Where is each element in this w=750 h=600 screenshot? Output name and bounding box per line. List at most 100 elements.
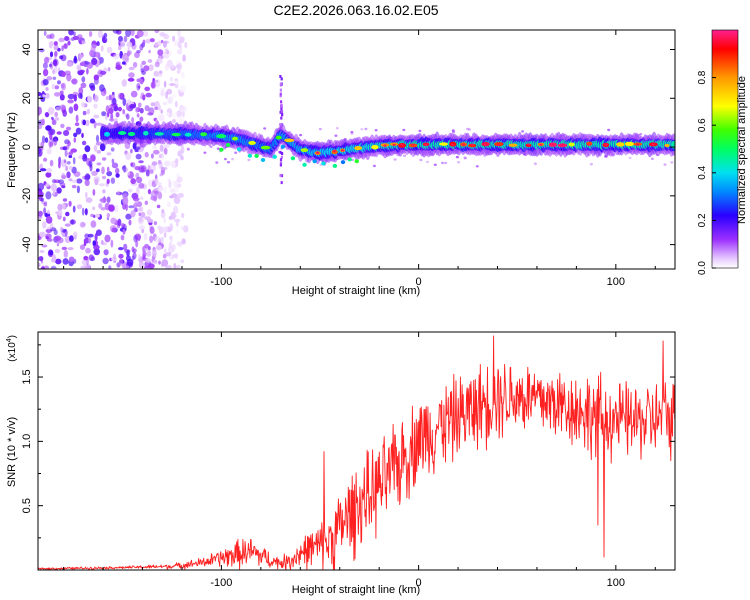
noise-dot: [99, 70, 107, 75]
noise-dot: [46, 226, 53, 230]
ridge-peak-blob: [392, 143, 396, 146]
noise-dot: [146, 218, 154, 223]
noise-dot: [65, 126, 72, 131]
noise-dot: [52, 188, 56, 196]
snr-ytick-label: 1.5: [21, 369, 33, 384]
noise-dot: [126, 113, 130, 120]
noise-dot: [57, 210, 63, 216]
snr-series-line: [38, 335, 675, 570]
noise-dot: [234, 151, 238, 154]
noise-dot: [41, 118, 45, 126]
ridge-peak-blob: [316, 151, 320, 154]
noise-dot: [163, 147, 168, 155]
ridge-blob: [275, 135, 282, 140]
noise-dot: [40, 197, 44, 202]
noise-dot: [73, 31, 76, 37]
noise-dot: [136, 113, 140, 118]
noise-dot: [178, 192, 185, 198]
noise-dot: [153, 259, 158, 264]
ridge-blob: [508, 143, 518, 147]
ridge-peak-blob: [526, 143, 531, 146]
noise-dot: [173, 262, 177, 269]
noise-dot: [130, 178, 136, 185]
noise-dot: [145, 169, 150, 177]
noise-dot: [71, 179, 77, 184]
noise-dot: [106, 178, 110, 184]
noise-dot: [147, 112, 154, 116]
noise-dot: [173, 180, 178, 187]
noise-dot: [181, 106, 187, 112]
ridge-blob: [232, 136, 238, 141]
noise-dot: [150, 153, 154, 159]
noise-dot: [467, 128, 471, 131]
noise-dot: [95, 134, 100, 143]
noise-dot: [126, 258, 134, 266]
noise-dot: [60, 226, 63, 232]
noise-dot: [122, 196, 129, 205]
noise-dot: [101, 111, 107, 117]
noise-dot: [125, 30, 132, 38]
noise-dot: [175, 158, 179, 164]
ridge-blob: [143, 131, 149, 136]
noise-dot: [181, 110, 185, 118]
noise-dot: [110, 217, 116, 224]
noise-dot: [87, 233, 94, 238]
noise-dot: [92, 240, 97, 247]
noise-dot: [159, 173, 163, 177]
noise-dot: [122, 61, 126, 65]
ridge-blob: [354, 146, 362, 151]
noise-dot: [45, 172, 52, 178]
noise-dot: [136, 186, 140, 195]
noise-dot: [68, 151, 74, 155]
spike-dot: [279, 163, 282, 167]
noise-dot: [101, 157, 107, 161]
noise-dot: [71, 184, 77, 189]
noise-dot: [49, 61, 54, 70]
noise-dot: [76, 185, 80, 194]
noise-dot: [209, 145, 213, 148]
noise-dot: [115, 173, 120, 178]
noise-dot: [44, 265, 50, 269]
noise-dot: [38, 147, 41, 155]
snr-marks: [38, 335, 675, 570]
noise-dot: [81, 102, 86, 108]
noise-dot: [86, 108, 91, 115]
ridge-core: [104, 131, 670, 168]
noise-dot: [150, 102, 156, 107]
noise-dot: [160, 109, 163, 114]
noise-dot: [103, 249, 109, 256]
noise-dot: [59, 94, 65, 101]
noise-dot: [589, 163, 593, 166]
noise-dot: [149, 226, 155, 234]
noise-dot: [51, 116, 54, 120]
noise-dot: [364, 127, 368, 131]
ridge-branch-blob: [290, 156, 296, 161]
noise-dot: [148, 64, 154, 71]
noise-dot: [45, 125, 52, 131]
noise-dot: [607, 128, 611, 132]
noise-dot: [174, 100, 178, 108]
noise-dot: [131, 117, 135, 123]
noise-dot: [105, 112, 108, 121]
noise-dot: [145, 92, 152, 98]
noise-dot: [68, 178, 73, 182]
noise-dot: [161, 152, 164, 161]
noise-dot: [165, 252, 172, 257]
noise-dot: [133, 234, 138, 243]
ridge-blob: [248, 140, 256, 145]
noise-dot: [66, 171, 71, 179]
noise-dot: [231, 157, 235, 161]
noise-dot: [64, 149, 68, 157]
noise-dot: [160, 87, 165, 94]
noise-dot: [126, 265, 130, 269]
noise-dot: [98, 203, 103, 209]
noise-dot: [125, 103, 129, 111]
noise-dot: [152, 145, 157, 149]
snr-xtick-label: -100: [210, 577, 232, 589]
noise-dot: [63, 43, 68, 49]
noise-dot: [70, 148, 77, 153]
noise-dot: [403, 154, 406, 157]
noise-dot: [108, 204, 115, 212]
noise-dot: [84, 191, 88, 199]
noise-dot: [138, 216, 143, 223]
